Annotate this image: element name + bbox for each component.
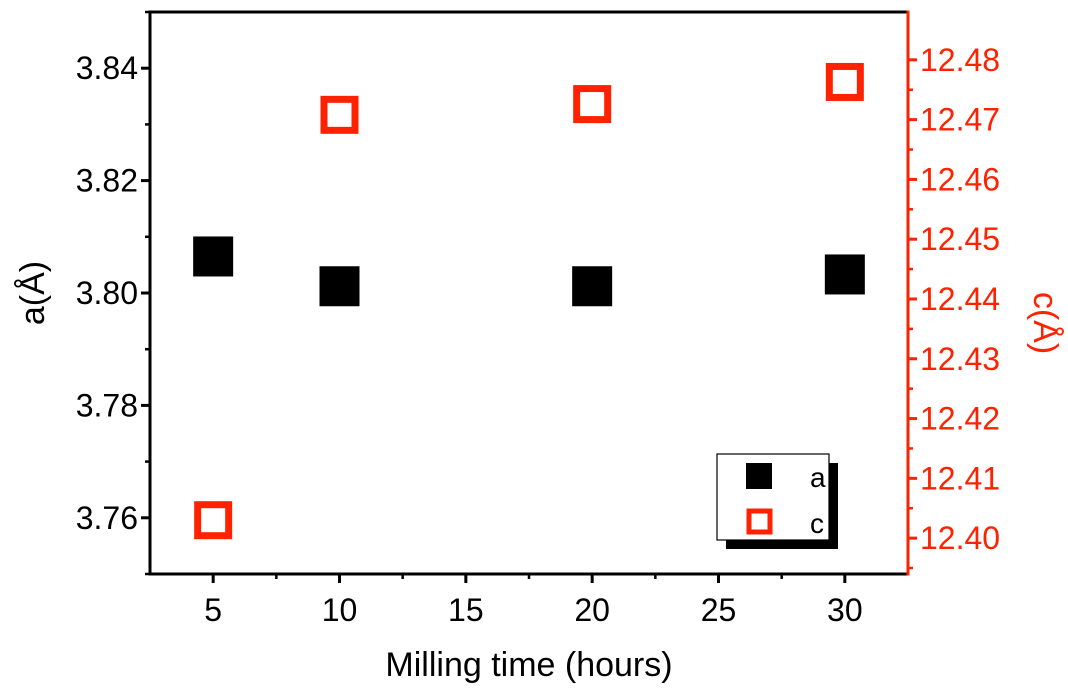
marker-c xyxy=(320,95,359,134)
y2-tick-label: 12.41 xyxy=(920,460,1000,496)
legend-marker-c xyxy=(746,508,773,535)
y2-tick-label: 12.42 xyxy=(920,401,1000,437)
y-tick-label: 3.80 xyxy=(76,275,138,311)
legend-marker-a xyxy=(746,463,772,489)
y2-tick-label: 12.43 xyxy=(920,341,1000,377)
legend-box xyxy=(716,453,830,541)
x-tick-label: 20 xyxy=(574,592,610,628)
y-tick-label: 3.78 xyxy=(76,387,138,423)
y2-tick-label: 12.48 xyxy=(920,42,1000,78)
marker-a xyxy=(319,266,360,307)
y2-axis-label: c(Å) xyxy=(1026,292,1064,354)
x-axis-label: Milling time (hours) xyxy=(385,646,672,684)
y-tick-label: 3.76 xyxy=(76,500,138,536)
legend: ac xyxy=(716,453,838,549)
axes: 5 10 15 20 25 30 3.76 3.78 3.80 3.82 3.84 12.40 12.4… xyxy=(76,10,1000,628)
y-tick-label: 3.84 xyxy=(76,50,138,86)
marker-c xyxy=(573,85,612,124)
y2-tick-label: 12.46 xyxy=(920,161,1000,197)
data-marks xyxy=(193,62,865,540)
legend-label-a: a xyxy=(810,462,826,493)
marker-a xyxy=(572,266,613,307)
y2-tick-label: 12.47 xyxy=(920,102,1000,138)
legend-label-c: c xyxy=(810,508,824,539)
y2-tick-label: 12.44 xyxy=(920,281,1000,317)
marker-a xyxy=(193,236,234,277)
x-tick-label: 25 xyxy=(701,592,737,628)
y2-tick-label: 12.45 xyxy=(920,221,1000,257)
x-tick-label: 10 xyxy=(322,592,358,628)
marker-c xyxy=(825,62,864,101)
x-tick-label: 5 xyxy=(204,592,222,628)
marker-a xyxy=(824,254,865,295)
y2-tick-label: 12.40 xyxy=(920,520,1000,556)
y-tick-label: 3.82 xyxy=(76,163,138,199)
marker-c xyxy=(194,501,233,540)
y-axis-label: a(Å) xyxy=(14,261,52,325)
x-tick-label: 15 xyxy=(448,592,484,628)
x-tick-label: 30 xyxy=(827,592,863,628)
